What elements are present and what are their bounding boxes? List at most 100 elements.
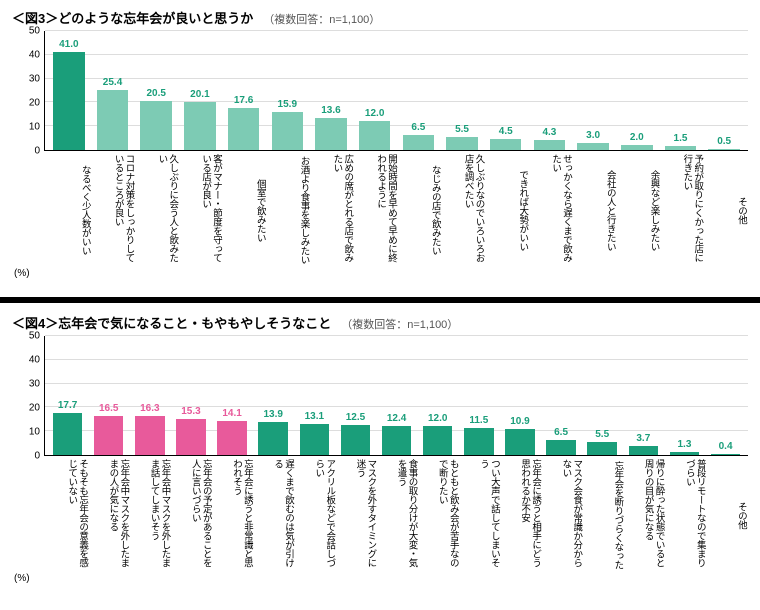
chart-4-bars: 17.716.516.315.314.113.913.112.512.412.0… xyxy=(45,336,748,455)
bar xyxy=(140,101,171,150)
bar-value-label: 13.9 xyxy=(263,409,282,420)
bar-value-label: 14.1 xyxy=(222,408,241,419)
bar xyxy=(665,146,696,150)
x-axis-label: アクリル板などで会話しづらい xyxy=(293,456,334,571)
bar-column: 6.5 xyxy=(541,336,582,455)
bar-value-label: 16.3 xyxy=(140,403,159,414)
x-axis-label: 広めの席がとれる店で飲みたい xyxy=(309,151,353,266)
chart-3-area: 01020304050 41.025.420.520.117.615.913.6… xyxy=(12,31,748,151)
bar xyxy=(464,428,494,455)
bar-value-label: 25.4 xyxy=(103,77,122,88)
bar xyxy=(446,137,477,150)
bar xyxy=(258,422,288,455)
y-tick: 10 xyxy=(29,427,40,438)
chart-3-y-axis: 01020304050 xyxy=(12,31,44,151)
x-axis-label: 客がマナー・節度を守っている店が良い xyxy=(177,151,221,266)
bar-column: 15.9 xyxy=(265,31,309,150)
bar-value-label: 10.9 xyxy=(510,416,529,427)
bar-column: 3.0 xyxy=(571,31,615,150)
bar xyxy=(587,442,617,455)
x-axis-label: 忘年会を断りづらくなった xyxy=(581,456,622,571)
chart-3-header: ＜図3＞どのような忘年会が良いと思うか （複数回答：n=1,100） xyxy=(12,8,748,27)
y-tick: 30 xyxy=(29,379,40,390)
x-axis-label: 帰りに酔った状態でいると周りの目が気になる xyxy=(622,456,663,571)
x-axis-label: なるべく少人数がいい xyxy=(46,151,90,266)
bar-column: 4.5 xyxy=(484,31,528,150)
bar-value-label: 11.5 xyxy=(469,415,488,426)
bar-value-label: 3.7 xyxy=(636,433,650,444)
x-axis-label: 忘年会の予定があることを人に言いづらい xyxy=(170,456,211,571)
x-axis-label: コロナ対策をしっかりしているところが良い xyxy=(90,151,134,266)
bar-column: 16.3 xyxy=(129,336,170,455)
bar-value-label: 12.0 xyxy=(428,413,447,424)
bar-column: 11.5 xyxy=(458,336,499,455)
y-tick: 40 xyxy=(29,50,40,61)
x-axis-label: せっかくなら遅くまで飲みたい xyxy=(527,151,571,266)
x-axis-label: 遅くまで飲むのは気が引ける xyxy=(252,456,293,571)
bar xyxy=(97,90,128,150)
bar-value-label: 0.4 xyxy=(719,441,733,452)
bar-column: 5.5 xyxy=(582,336,623,455)
chart-4-subtitle: （複数回答：n=1,100） xyxy=(341,316,458,332)
bar-column: 20.1 xyxy=(178,31,222,150)
x-axis-label: 個室で飲みたい xyxy=(221,151,265,266)
bar-value-label: 6.5 xyxy=(554,427,568,438)
chart-4-title: ＜図4＞忘年会で気になること・もやもやしそうなこと xyxy=(12,313,331,332)
bar-value-label: 17.7 xyxy=(58,400,77,411)
bar xyxy=(217,421,247,455)
bar-column: 20.5 xyxy=(134,31,178,150)
chart-3-title: ＜図3＞どのような忘年会が良いと思うか xyxy=(12,8,253,27)
y-tick: 0 xyxy=(34,451,40,462)
bar xyxy=(670,452,700,455)
bar-column: 2.0 xyxy=(615,31,659,150)
x-axis-label: 食事の取り分けが大変・気を遣う xyxy=(375,456,416,571)
bar xyxy=(94,416,124,455)
bar-value-label: 12.0 xyxy=(365,108,384,119)
chart-4-y-axis: 01020304050 xyxy=(12,336,44,456)
bar xyxy=(708,149,739,150)
x-axis-label: お酒より食事を楽しみたい xyxy=(265,151,309,266)
bar xyxy=(621,145,652,150)
bar-value-label: 20.5 xyxy=(146,88,165,99)
x-axis-label: 久しぶりなのでいろいろお店を調べたい xyxy=(440,151,484,266)
bar-value-label: 17.6 xyxy=(234,95,253,106)
bar xyxy=(423,426,453,455)
bar xyxy=(534,140,565,150)
bar-value-label: 3.0 xyxy=(586,130,600,141)
x-axis-label: その他 xyxy=(702,151,746,266)
x-axis-label: 久しぶりに会う人と飲みたい xyxy=(134,151,178,266)
chart-4-header: ＜図4＞忘年会で気になること・もやもやしそうなこと （複数回答：n=1,100） xyxy=(12,313,748,332)
bar xyxy=(341,425,371,455)
bar-column: 17.6 xyxy=(222,31,266,150)
bar xyxy=(53,52,84,150)
x-axis-label: 忘年会中マスクを外したままの人が気になる xyxy=(87,456,128,571)
bar-column: 14.1 xyxy=(212,336,253,455)
bar-column: 13.6 xyxy=(309,31,353,150)
bar-value-label: 13.1 xyxy=(305,411,324,422)
bar-value-label: 4.5 xyxy=(499,126,513,137)
y-tick: 50 xyxy=(29,331,40,342)
chart-3-pct-label: (%) xyxy=(14,268,748,279)
chart-4-area: 01020304050 17.7 16.5 16.3 15.3 14.1 13.9 13.1… xyxy=(12,336,748,456)
section-divider xyxy=(0,297,760,303)
chart-4: ＜図4＞忘年会で気になること・もやもやしそうなこと （複数回答：n=1,100）… xyxy=(12,313,748,584)
bar-column: 0.5 xyxy=(702,31,746,150)
bar-column: 1.3 xyxy=(664,336,705,455)
bar-column: 25.4 xyxy=(91,31,135,150)
bar xyxy=(228,108,259,150)
y-tick: 10 xyxy=(29,122,40,133)
x-axis-label: マスク会食が常識か分からない xyxy=(540,456,581,571)
bar-value-label: 16.5 xyxy=(99,403,118,414)
chart-3-bars: 41.025.420.520.117.615.913.612.06.55.54.… xyxy=(45,31,748,150)
x-axis-label: 余興など楽しみたい xyxy=(615,151,659,266)
chart-3-subtitle: （複数回答：n=1,100） xyxy=(263,11,380,27)
bar-column: 12.0 xyxy=(417,336,458,455)
bar-column: 6.5 xyxy=(397,31,441,150)
x-axis-label: 忘年会に誘うと非常識と思われそう xyxy=(211,456,252,571)
bar-column: 1.5 xyxy=(659,31,703,150)
bar-value-label: 15.3 xyxy=(181,406,200,417)
bar xyxy=(546,440,576,455)
bar-column: 12.4 xyxy=(376,336,417,455)
bar-column: 12.0 xyxy=(353,31,397,150)
x-axis-label: つい大声で話してしまいそう xyxy=(458,456,499,571)
